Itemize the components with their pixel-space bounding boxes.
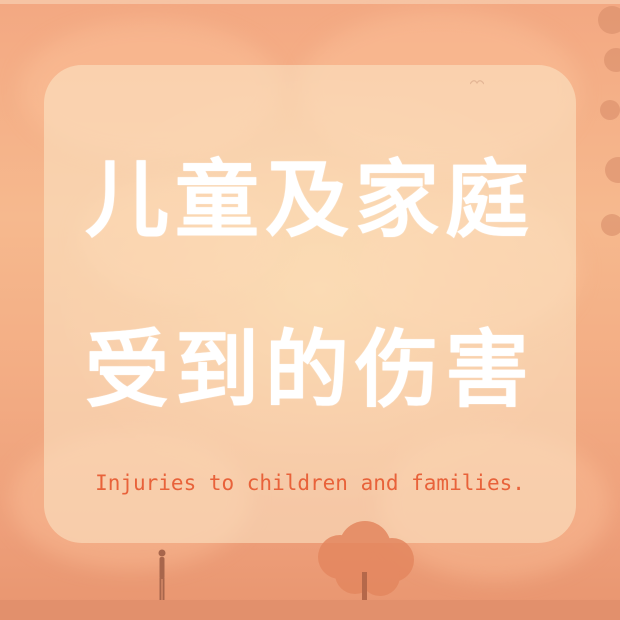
foliage-silhouette — [598, 6, 620, 236]
title-line-1: 儿童及家庭 — [84, 151, 535, 249]
person-silhouette — [158, 549, 166, 600]
title-card — [44, 65, 576, 543]
tree-silhouette — [318, 521, 414, 612]
top-border — [0, 0, 620, 4]
subtitle: Injuries to children and families. — [95, 471, 525, 495]
horizon-ground — [0, 600, 620, 620]
title-line-2: 受到的伤害 — [84, 321, 535, 419]
